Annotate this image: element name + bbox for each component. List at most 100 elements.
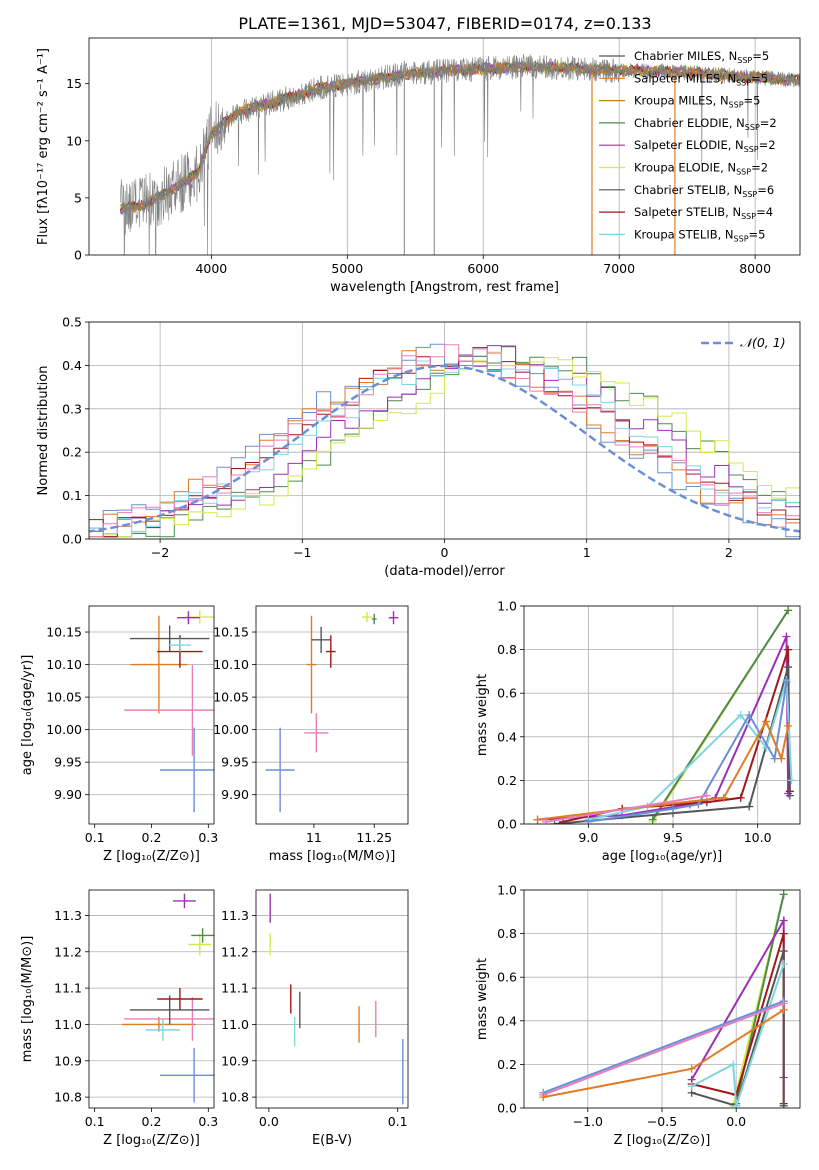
legend-label: Salpeter STELIB, NSSP=4 bbox=[634, 205, 773, 221]
x-tick-label: 4000 bbox=[195, 261, 227, 276]
y-tick-label: 0.1 bbox=[62, 488, 82, 503]
x-tick-label: 9.5 bbox=[663, 830, 683, 845]
mass-weight-marker bbox=[782, 632, 791, 641]
y-axis-label: mass [log₁₀(M/M⊙)] bbox=[20, 936, 35, 1063]
panel-spectrum: 4000 5000 6000 7000 8000 0 5 10 15 wavelength [An… bbox=[36, 37, 801, 295]
y-tick-label: 0.8 bbox=[497, 926, 517, 941]
axes-frame bbox=[255, 605, 409, 825]
error-bar-point bbox=[173, 893, 196, 909]
y-tick-label: 9.90 bbox=[221, 787, 249, 802]
legend-label: Salpeter ELODIE, NSSP=2 bbox=[634, 138, 776, 154]
mass-weight-marker bbox=[732, 1101, 741, 1108]
mass-weight-marker bbox=[736, 793, 745, 802]
y-tick-label: 11.1 bbox=[221, 981, 249, 996]
x-tick-label: 1 bbox=[583, 545, 591, 560]
x-tick-label: 0.0 bbox=[726, 1114, 746, 1129]
y-axis-label: age [log₁₀(age/yr)] bbox=[20, 655, 35, 776]
error-bar-point bbox=[388, 611, 399, 625]
plot-area bbox=[265, 611, 399, 813]
x-tick-label: 0.1 bbox=[85, 830, 105, 845]
x-axis-label: wavelength [Angstrom, rest frame] bbox=[330, 280, 559, 295]
y-tick-label: 5 bbox=[74, 190, 82, 205]
mass-weight-marker bbox=[719, 793, 728, 802]
y-tick-label: 9.90 bbox=[54, 787, 82, 802]
x-tick-label: 8000 bbox=[739, 261, 771, 276]
figure-title: PLATE=1361, MJD=53047, FIBERID=0174, z=0… bbox=[238, 14, 651, 33]
mass-weight-marker bbox=[729, 1060, 738, 1069]
y-tick-label: 11.2 bbox=[221, 944, 249, 959]
gridlines bbox=[256, 631, 408, 796]
x-tick-label: −2 bbox=[151, 545, 169, 560]
panel-age-vs-Z: 0.1 0.2 0.3 9.90 9.95 10.00 10.05 10.10 10.15 Z [… bbox=[20, 605, 218, 864]
x-tick-label: 5000 bbox=[331, 261, 363, 276]
mass-weight-marker bbox=[584, 817, 593, 824]
error-bar-point bbox=[160, 727, 214, 813]
legend-label: Chabrier STELIB, NSSP=6 bbox=[634, 183, 774, 199]
histogram-series bbox=[89, 351, 800, 538]
y-tick-label: 10.00 bbox=[213, 722, 249, 737]
plot-area bbox=[89, 343, 800, 538]
mass-weight-marker bbox=[542, 817, 551, 824]
mass-weight-marker bbox=[779, 1005, 788, 1014]
error-bar-point bbox=[362, 611, 372, 623]
error-bar-point bbox=[157, 988, 203, 1010]
axes-frame bbox=[88, 321, 801, 540]
x-tick-label: 0.3 bbox=[198, 830, 218, 845]
x-tick-label: −1 bbox=[293, 545, 311, 560]
axes-frame bbox=[88, 37, 801, 256]
mass-weight-line bbox=[542, 1000, 785, 1094]
y-tick-label: 15 bbox=[66, 76, 82, 91]
x-axis-label: Z [log₁₀(Z/Z⊙)] bbox=[614, 1133, 711, 1148]
axis-ticks: 0.1 0.2 0.3 10.8 10.9 11.0 11.1 11.2 11.3 bbox=[54, 908, 218, 1129]
x-tick-label: 0.2 bbox=[142, 1114, 162, 1129]
y-tick-label: 1.0 bbox=[497, 599, 517, 614]
y-tick-label: 0.2 bbox=[497, 773, 517, 788]
legend-label: 𝒩(0, 1) bbox=[740, 335, 786, 350]
y-tick-label: 10.8 bbox=[54, 1090, 82, 1105]
mass-weight-line bbox=[651, 609, 789, 821]
error-bar-point bbox=[311, 626, 331, 653]
axis-ticks: 0.1 0.2 0.3 9.90 9.95 10.00 10.05 10.10 10.15 bbox=[46, 625, 218, 845]
x-tick-label: 0.1 bbox=[388, 1114, 408, 1129]
mass-weight-marker bbox=[745, 802, 754, 811]
error-bar-point bbox=[371, 613, 377, 625]
mass-weight-marker bbox=[779, 947, 788, 956]
y-tick-label: 10.05 bbox=[213, 690, 249, 705]
y-tick-label: 11.1 bbox=[54, 981, 82, 996]
mass-weight-marker bbox=[784, 645, 793, 654]
plot-area bbox=[533, 606, 796, 824]
plot-area bbox=[121, 893, 214, 1103]
panel-age-vs-mass: 11 11.25 9.90 9.95 10.00 10.05 10.10 10.15 mass … bbox=[213, 605, 409, 864]
y-tick-label: 0.0 bbox=[62, 532, 82, 547]
legend-label: Kroupa STELIB, NSSP=5 bbox=[634, 227, 765, 243]
plot-area bbox=[119, 54, 800, 255]
axes-frame bbox=[523, 605, 801, 825]
spectrum-legend: Chabrier MILES, NSSP=5 Salpeter MILES, NS… bbox=[599, 49, 777, 243]
normal-curve bbox=[89, 364, 800, 533]
error-bar-point bbox=[124, 664, 214, 756]
x-tick-label: 11.25 bbox=[356, 830, 392, 845]
error-bar-point bbox=[188, 933, 212, 956]
x-tick-label: 0.0 bbox=[259, 1114, 279, 1129]
panel-residual-histogram: −2 −1 0 1 2 0.0 0.1 0.2 0.3 0.4 0.5 (data-model)/er… bbox=[36, 315, 801, 579]
y-axis-label: mass weight bbox=[475, 958, 490, 1040]
y-tick-label: 10.00 bbox=[46, 722, 82, 737]
axis-ticks: −2 −1 0 1 2 0.0 0.1 0.2 0.3 0.4 0.5 bbox=[62, 315, 733, 561]
error-bar-point bbox=[265, 727, 295, 813]
mass-weight-line bbox=[542, 1002, 785, 1096]
y-axis-label: mass weight bbox=[475, 674, 490, 756]
y-tick-label: 9.95 bbox=[221, 755, 249, 770]
legend-label: Kroupa ELODIE, NSSP=2 bbox=[634, 161, 768, 177]
y-tick-label: 0.0 bbox=[497, 1101, 517, 1116]
mass-weight-marker bbox=[762, 717, 771, 726]
mass-weight-marker bbox=[770, 754, 779, 763]
y-tick-label: 11.0 bbox=[54, 1017, 82, 1032]
y-tick-label: 10.8 bbox=[221, 1090, 249, 1105]
error-bar-point bbox=[306, 615, 317, 714]
y-tick-label: 0.4 bbox=[497, 729, 517, 744]
legend-label: Kroupa MILES, NSSP=5 bbox=[634, 94, 760, 110]
y-axis-label: Flux [fλ10⁻¹⁷ erg cm⁻² s⁻¹ A⁻¹] bbox=[36, 48, 51, 245]
y-tick-label: 9.95 bbox=[54, 755, 82, 770]
